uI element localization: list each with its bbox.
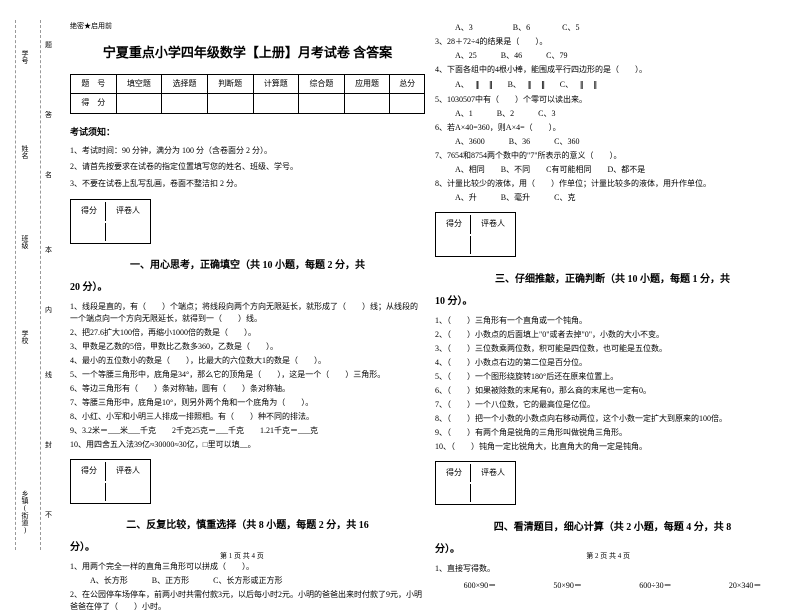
calc-2: 50×90＝ xyxy=(553,579,582,593)
guide-char-1: 答 xyxy=(45,110,52,120)
guide-char-0: 题 xyxy=(45,40,52,50)
score-h-1: 填空题 xyxy=(116,74,162,93)
label-school: 学校 xyxy=(20,330,30,344)
right-column: A、3 B、6 C、5 3、28＋72÷4的结果是（ ）。 A、25 B、46 … xyxy=(435,20,790,615)
section3-title: 三、仔细推敲，正确判断（共 10 小题，每题 1 分，共 xyxy=(435,271,790,289)
notice-3: 3、不要在试卷上乱写乱画，卷面不整洁扣 2 分。 xyxy=(70,177,425,191)
s1-q6: 6、等边三角形有（ ）条对称轴，圆有（ ）条对称轴。 xyxy=(70,383,425,395)
s3-q10: 10、（ ）钝角一定比锐角大，比直角大的角一定是钝角。 xyxy=(435,441,790,453)
s2-q3-choices: A、25 B、46 C、79 xyxy=(455,50,790,62)
s2-q7: 7、7654和8754两个数中的"7"所表示的意义（ ）。 xyxy=(435,150,790,162)
page-num-left: 第 1 页 共 4 页 xyxy=(220,551,264,561)
label-name: 姓名 xyxy=(20,145,30,159)
s2-q5-choices: A、1 B、2 C、3 xyxy=(455,108,790,120)
s2-q3: 3、28＋72÷4的结果是（ ）。 xyxy=(435,36,790,48)
section1-title: 一、用心思考，正确填空（共 10 小题，每题 2 分，共 xyxy=(70,257,425,275)
s3-q8: 8、（ ）把一个小数的小数点向右移动两位，这个小数一定扩大到原来的100倍。 xyxy=(435,413,790,425)
guide-char-4: 内 xyxy=(45,305,52,315)
s1-q8: 8、小红、小军和小明三人排成一排照相。有（ ）种不同的排法。 xyxy=(70,411,425,423)
s1-q4: 4、最小的五位数小的数是（ ），比最大的六位数大1的数是（ ）。 xyxy=(70,355,425,367)
calc-1: 600×90＝ xyxy=(464,579,497,593)
guide-char-3: 本 xyxy=(45,245,52,255)
dash-line-1 xyxy=(15,20,16,550)
s2-q4: 4、下面各组中的4根小棒，能围成平行四边形的是（ ）。 xyxy=(435,64,790,76)
s2-q5: 5、1030507中有（ ）个零可以读出来。 xyxy=(435,94,790,106)
calc-4: 20×340＝ xyxy=(729,579,762,593)
section3-score-box: 得分评卷人 xyxy=(435,212,516,257)
score-h-0: 题 号 xyxy=(71,74,117,93)
s1-q9: 9、3.2米＝___米___千克 2千克25克＝___千克 1.21千克＝___… xyxy=(70,425,425,437)
s2-q8-choices: A、升 B、毫升 C、克 xyxy=(455,192,790,204)
score-h-5: 综合题 xyxy=(299,74,345,93)
s1-q10: 10、用四舍五入法39亿≈30000≈30亿，□里可以填__。 xyxy=(70,439,425,451)
s1-q5: 5、一个等腰三角形中，底角是34°，那么它的顶角是（ ），这是一个（ ）三角形。 xyxy=(70,369,425,381)
s2-q1-choices: A、长方形 B、正方形 C、长方形或正方形 xyxy=(90,575,425,587)
confidential-label: 绝密★启用前 xyxy=(70,20,425,33)
s2-q7-choices: A、相同 B、不同 C有可能相同 D、都不是 xyxy=(455,164,790,176)
guide-char-5: 线 xyxy=(45,370,52,380)
tally-shapes: A、|||||||| B、|||||||| C、|||||||| xyxy=(455,78,600,92)
score-h-2: 选择题 xyxy=(162,74,208,93)
s1-q2: 2、把27.6扩大100倍，再缩小1000倍的数是（ ）。 xyxy=(70,327,425,339)
score-h-7: 总分 xyxy=(390,74,425,93)
tally-b: |||| xyxy=(528,78,530,92)
s3-q3: 3、（ ）三位数乘两位数，积可能是四位数，也可能是五位数。 xyxy=(435,343,790,355)
s1-q7: 7、等腰三角形中，底角是10°，则另外两个角和一个底角为（ ）。 xyxy=(70,397,425,409)
notice-1: 1、考试时间：90 分钟，满分为 100 分（含卷面分 2 分）。 xyxy=(70,144,425,158)
s2-q2-choices: A、3 B、6 C、5 xyxy=(455,22,790,34)
section4-title: 四、看清题目，细心计算（共 2 小题，每题 4 分，共 8 xyxy=(435,519,790,537)
notice-title: 考试须知： xyxy=(70,124,425,140)
calc-3: 600÷30＝ xyxy=(639,579,671,593)
s1-q3: 3、甲数是乙数的5倍，甲数比乙数多360，乙数是（ ）。 xyxy=(70,341,425,353)
s3-q6: 6、（ ）如果被除数的末尾有0，那么商的末尾也一定有0。 xyxy=(435,385,790,397)
notice-2: 2、请首先按要求在试卷的指定位置填写您的姓名、班级、学号。 xyxy=(70,160,425,174)
s2-q6: 6、若A×40=360，则A×4=（ ）。 xyxy=(435,122,790,134)
guide-char-2: 名 xyxy=(45,170,52,180)
s3-q1: 1、（ ）三角形有一个直角或一个钝角。 xyxy=(435,315,790,327)
section2-title: 二、反复比较，慎重选择（共 8 小题，每题 2 分，共 16 xyxy=(70,517,425,535)
s3-q2: 2、（ ）小数点的后面填上"0"或者去掉"0"，小数的大小不变。 xyxy=(435,329,790,341)
tally-c: |||| xyxy=(580,78,582,92)
s3-q7: 7、（ ）一个八位数，它的最高位是亿位。 xyxy=(435,399,790,411)
score-h-4: 计算题 xyxy=(253,74,299,93)
score-h-3: 判断题 xyxy=(207,74,253,93)
score-h-6: 应用题 xyxy=(344,74,390,93)
s3-q5: 5、（ ）一个图形绕旋转180°后还在原来位置上。 xyxy=(435,371,790,383)
label-class: 班级 xyxy=(20,235,30,249)
section2-score-box: 得分评卷人 xyxy=(70,459,151,504)
s2-q2: 2、在公园停车场停车，前两小时共需付款3元，以后每小时2元。小明的爸爸出来时付款… xyxy=(70,589,425,613)
section3-sub: 10 分）。 xyxy=(435,293,790,311)
s2-q1: 1、用两个完全一样的直角三角形可以拼成（ ）。 xyxy=(70,561,425,573)
s3-q9: 9、（ ）有两个角是锐角的三角形叫做锐角三角形。 xyxy=(435,427,790,439)
tally-a: |||| xyxy=(476,78,478,92)
label-town: 乡镇(街道) xyxy=(20,490,30,534)
calc-row: 600×90＝ 50×90＝ 600÷30＝ 20×340＝ xyxy=(435,579,790,593)
binding-margin: 学号 姓名 班级 学校 乡镇(街道) 题 答 名 本 内 线 封 不 xyxy=(0,0,60,565)
s2-q6-choices: A、3600 B、36 C、360 xyxy=(455,136,790,148)
s3-q4: 4、（ ）小数点右边的第二位是百分位。 xyxy=(435,357,790,369)
left-column: 绝密★启用前 宁夏重点小学四年级数学【上册】月考试卷 含答案 题 号 填空题 选… xyxy=(70,20,425,615)
section1-score-box: 得分评卷人 xyxy=(70,199,151,244)
exam-title: 宁夏重点小学四年级数学【上册】月考试卷 含答案 xyxy=(70,41,425,64)
page-num-right: 第 2 页 共 4 页 xyxy=(586,551,630,561)
s2-q8: 8、计量比较少的液体，用（ ）作单位；计量比较多的液体，用升作单位。 xyxy=(435,178,790,190)
section4-score-box: 得分评卷人 xyxy=(435,461,516,506)
score-table: 题 号 填空题 选择题 判断题 计算题 综合题 应用题 总分 得 分 xyxy=(70,74,425,114)
guide-char-6: 封 xyxy=(45,440,52,450)
score-r-0: 得 分 xyxy=(71,94,117,113)
dash-line-2 xyxy=(40,20,41,550)
section1-sub: 20 分）。 xyxy=(70,279,425,297)
label-student-id: 学号 xyxy=(20,50,30,64)
guide-char-7: 不 xyxy=(45,510,52,520)
s1-q1: 1、线段是直的，有（ ）个端点；将线段向两个方向无限延长，就形成了（ ）线；从线… xyxy=(70,301,425,325)
